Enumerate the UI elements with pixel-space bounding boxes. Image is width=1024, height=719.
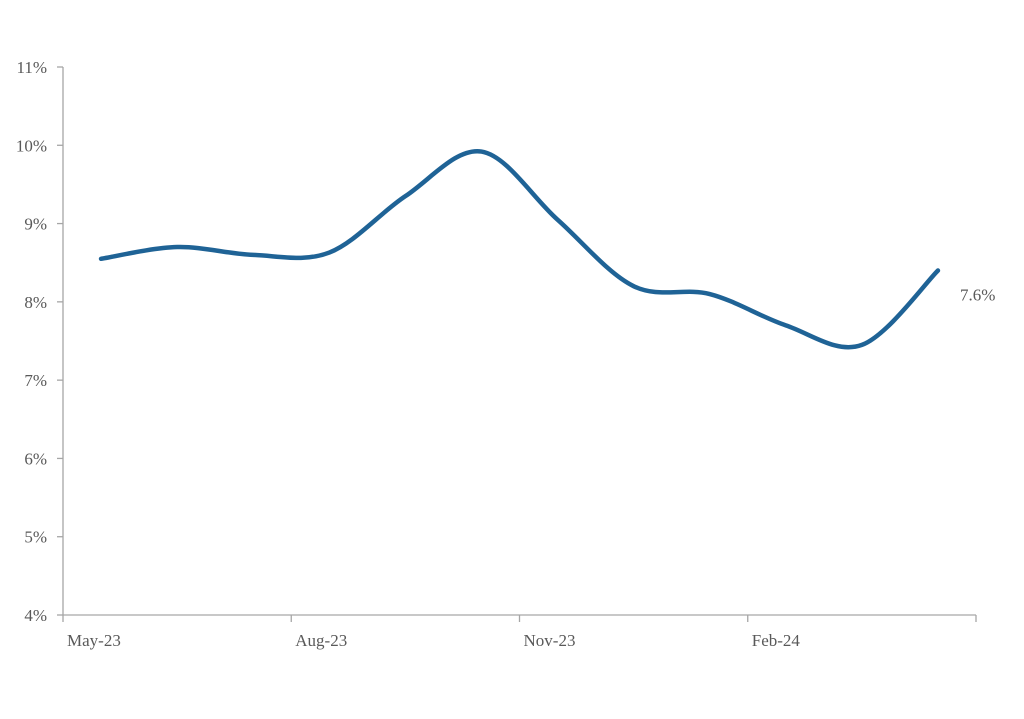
x-tick-label: Nov-23: [524, 631, 576, 650]
data-point: [860, 343, 864, 347]
data-point: [175, 245, 179, 249]
data-point: [403, 194, 407, 198]
x-axis: May-23 Aug-23 Nov-23 Feb-24: [62, 614, 977, 650]
x-tick-label: May-23: [67, 631, 121, 650]
data-point: [479, 150, 483, 154]
data-point: [632, 284, 636, 288]
data-point: [936, 269, 940, 273]
series-line: [98, 149, 941, 350]
y-tick-label: 11%: [16, 58, 47, 77]
x-tick-label: Aug-23: [295, 631, 347, 650]
data-point: [784, 323, 788, 327]
y-tick-label: 10%: [16, 136, 47, 155]
y-tick-label: 9%: [24, 215, 47, 234]
data-point: [708, 292, 712, 296]
data-point: [556, 218, 560, 222]
y-tick-label: 5%: [24, 528, 47, 547]
y-axis: 4% 5% 6% 7% 8% 9% 10% 11%: [16, 58, 64, 625]
plot-area: 7.6%: [98, 149, 995, 350]
y-tick-label: 7%: [24, 371, 47, 390]
y-tick-label: 6%: [24, 449, 47, 468]
y-tick-label: 8%: [24, 293, 47, 312]
data-point: [327, 251, 331, 255]
x-tick-label: Feb-24: [752, 631, 801, 650]
y-tick-label: 4%: [24, 606, 47, 625]
end-value-label: 7.6%: [960, 286, 995, 305]
data-point: [99, 257, 103, 261]
data-point: [251, 253, 255, 257]
